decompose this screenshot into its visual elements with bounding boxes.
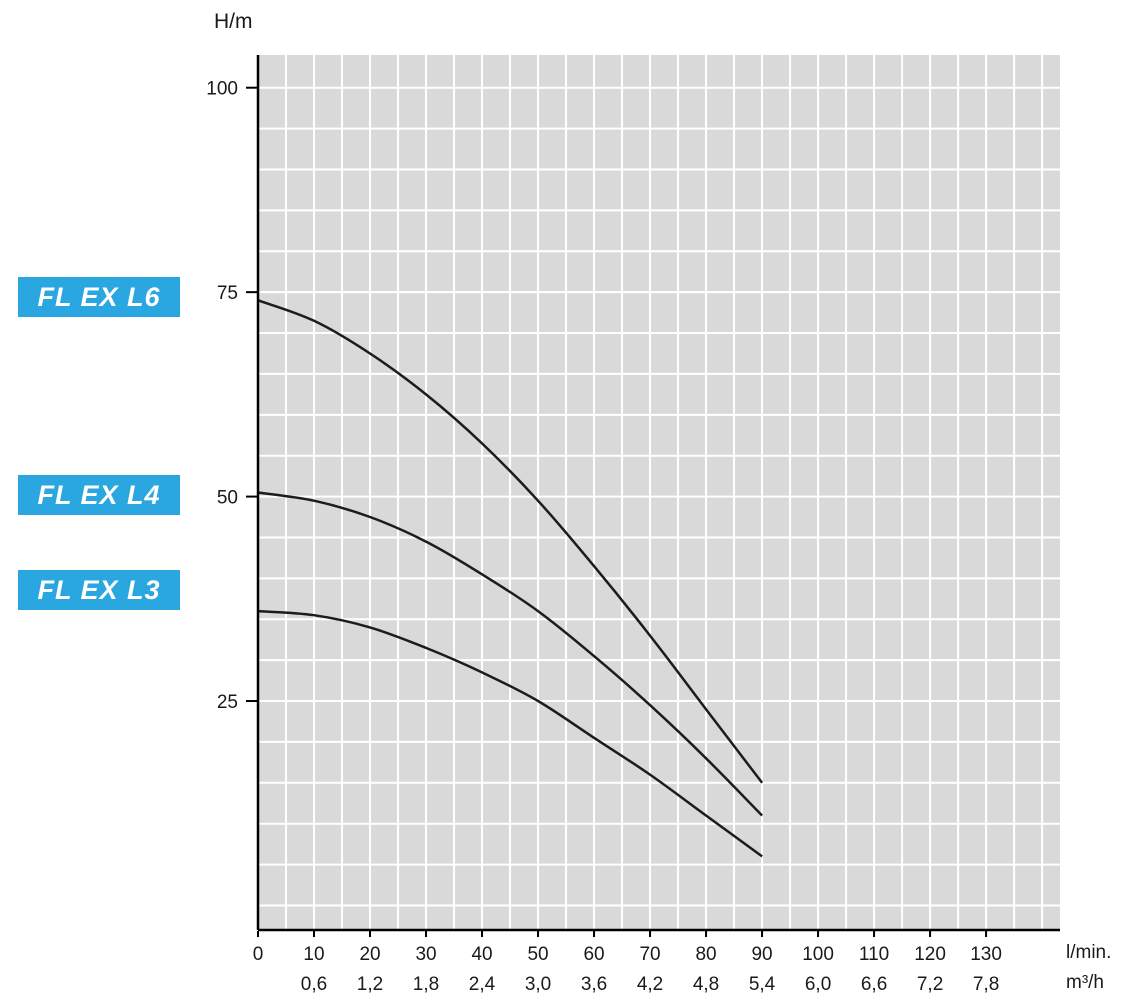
x-tick-label-lmin: 40 xyxy=(471,944,492,965)
x-tick-label-m3h: 6,0 xyxy=(805,974,831,995)
pump-model-badge-flexl6: FL EX L6 xyxy=(18,277,180,317)
x-tick-label-m3h: 4,8 xyxy=(693,974,719,995)
x-tick-label-m3h: 2,4 xyxy=(469,974,496,995)
curve-fl-ex-l3 xyxy=(257,609,763,858)
x-tick-label-lmin: 20 xyxy=(359,944,380,965)
x-tick-label-m3h: 5,4 xyxy=(749,974,776,995)
x-axis-unit-label-m3h: m³/h xyxy=(1066,972,1104,993)
x-tick-label-lmin: 30 xyxy=(415,944,436,965)
x-tick-label-lmin: 60 xyxy=(583,944,604,965)
curve-fl-ex-l4 xyxy=(257,491,763,817)
y-tick-label: 75 xyxy=(217,283,238,304)
curve-fl-ex-l6 xyxy=(257,299,764,784)
x-tick-label-m3h: 7,8 xyxy=(973,974,999,995)
x-tick-label-m3h: 6,6 xyxy=(861,974,887,995)
y-axis-unit-label: H/m xyxy=(214,10,253,33)
x-tick-label-m3h: 1,2 xyxy=(357,974,383,995)
x-tick-label-lmin: 10 xyxy=(303,944,324,965)
x-tick-label-lmin: 90 xyxy=(751,944,772,965)
tick-marks xyxy=(246,86,988,937)
x-tick-label-m3h: 7,2 xyxy=(917,974,943,995)
pump-model-badge-flexl3: FL EX L3 xyxy=(18,570,180,610)
x-tick-label-lmin: 50 xyxy=(527,944,548,965)
y-tick-label: 25 xyxy=(217,692,238,713)
y-tick-label: 100 xyxy=(206,79,238,100)
x-tick-label-lmin: 80 xyxy=(695,944,716,965)
series-curves xyxy=(257,299,764,858)
x-tick-label-m3h: 0,6 xyxy=(301,974,327,995)
x-tick-label-m3h: 3,6 xyxy=(581,974,607,995)
grid-lines xyxy=(258,55,1060,930)
x-tick-label-m3h: 4,2 xyxy=(637,974,663,995)
plot-background xyxy=(258,55,1060,930)
x-tick-label-lmin: 120 xyxy=(914,944,946,965)
x-axis-unit-label-lmin: l/min. xyxy=(1066,942,1112,963)
x-tick-label-lmin: 100 xyxy=(802,944,834,965)
y-tick-label: 50 xyxy=(217,488,238,509)
x-tick-label-lmin: 110 xyxy=(859,944,889,965)
x-tick-label-lmin: 130 xyxy=(970,944,1002,965)
axes xyxy=(256,55,1060,932)
tick-labels: 100 75 50 25 0 10 20 30 40 50 60 70 80 90 100 110 120 130… xyxy=(206,79,1002,995)
x-tick-label-m3h: 1,8 xyxy=(413,974,439,995)
x-tick-label-lmin: 0 xyxy=(253,944,264,965)
pump-model-badge-flexl4: FL EX L4 xyxy=(18,475,180,515)
x-tick-label-lmin: 70 xyxy=(639,944,660,965)
x-tick-label-m3h: 3,0 xyxy=(525,974,551,995)
